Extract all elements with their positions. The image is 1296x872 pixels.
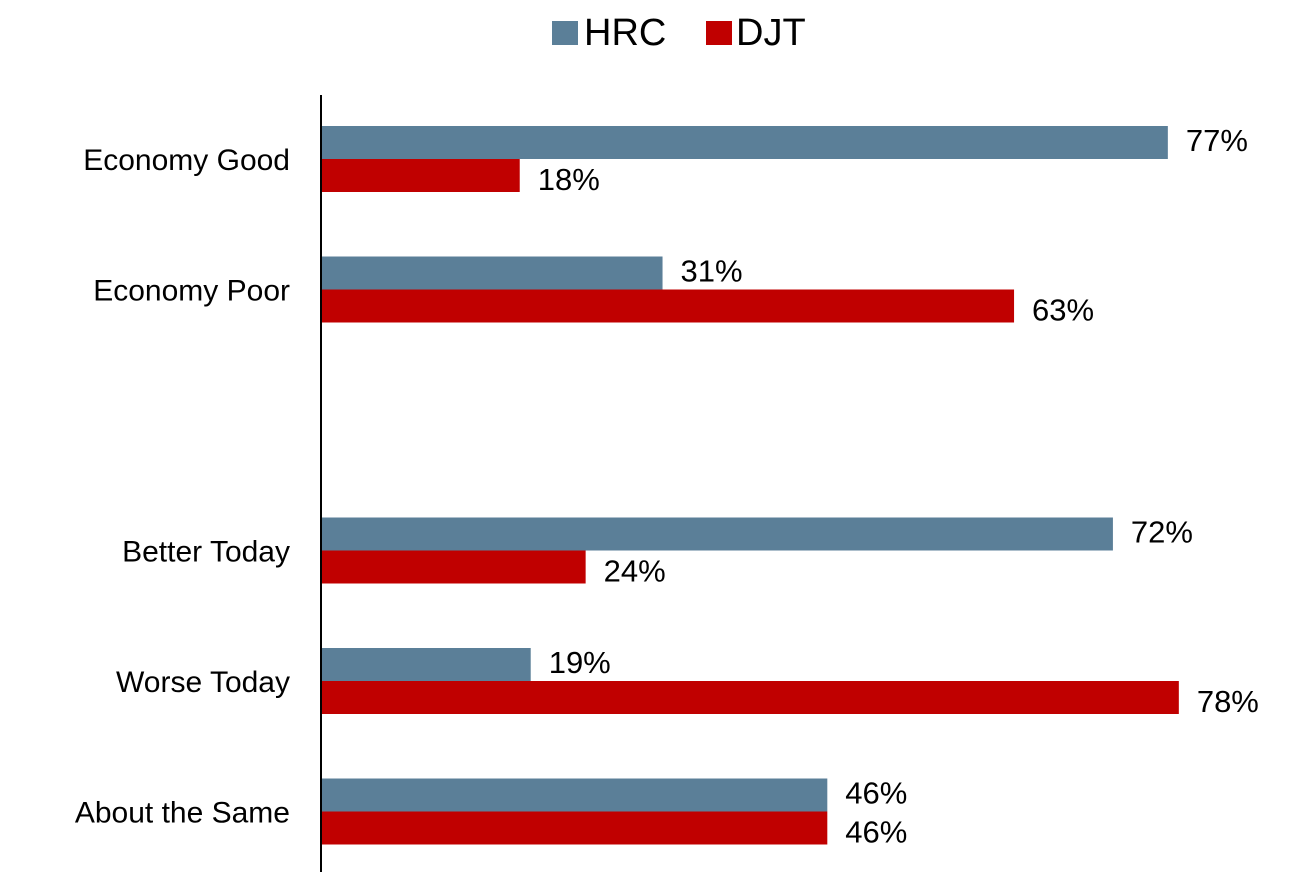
- bar-djt: [322, 550, 586, 584]
- category-labels: Economy Good Economy Poor Better Today Wors…: [75, 144, 290, 830]
- category-label: Economy Good: [83, 144, 290, 177]
- bar-hrc: [322, 648, 531, 681]
- data-label-djt: 24%: [604, 554, 666, 589]
- data-label-hrc: 46%: [845, 776, 907, 811]
- legend-label-hrc: HRC: [584, 12, 666, 54]
- bar-hrc: [322, 778, 828, 812]
- category-label: About the Same: [75, 797, 290, 830]
- bar-djt: [322, 811, 828, 845]
- bar-djt: [322, 159, 520, 192]
- legend-label-djt: DJT: [736, 12, 806, 54]
- category-label: Better Today: [122, 536, 290, 569]
- legend-swatch-hrc: [552, 21, 578, 45]
- data-label-hrc: 31%: [681, 254, 743, 289]
- legend-swatch-djt: [706, 21, 732, 45]
- bar-hrc: [322, 256, 663, 290]
- data-label-hrc: 19%: [549, 645, 611, 680]
- data-label-hrc: 77%: [1186, 123, 1248, 158]
- category-label: Economy Poor: [93, 275, 290, 308]
- bar-djt: [322, 289, 1015, 323]
- data-label-djt: 63%: [1032, 293, 1094, 328]
- bar-djt: [322, 681, 1179, 714]
- data-label-djt: 78%: [1197, 684, 1259, 719]
- category-label: Worse Today: [116, 666, 290, 699]
- bar-hrc: [322, 126, 1168, 159]
- bar-hrc: [322, 517, 1113, 551]
- bars-group: 77% 18% 31% 63% 72% 24% 19% 78% 46% 46%: [322, 123, 1259, 850]
- data-label-djt: 46%: [845, 815, 907, 850]
- chart-legend: HRC DJT: [552, 12, 806, 54]
- data-label-djt: 18%: [538, 162, 600, 197]
- data-label-hrc: 72%: [1131, 515, 1193, 550]
